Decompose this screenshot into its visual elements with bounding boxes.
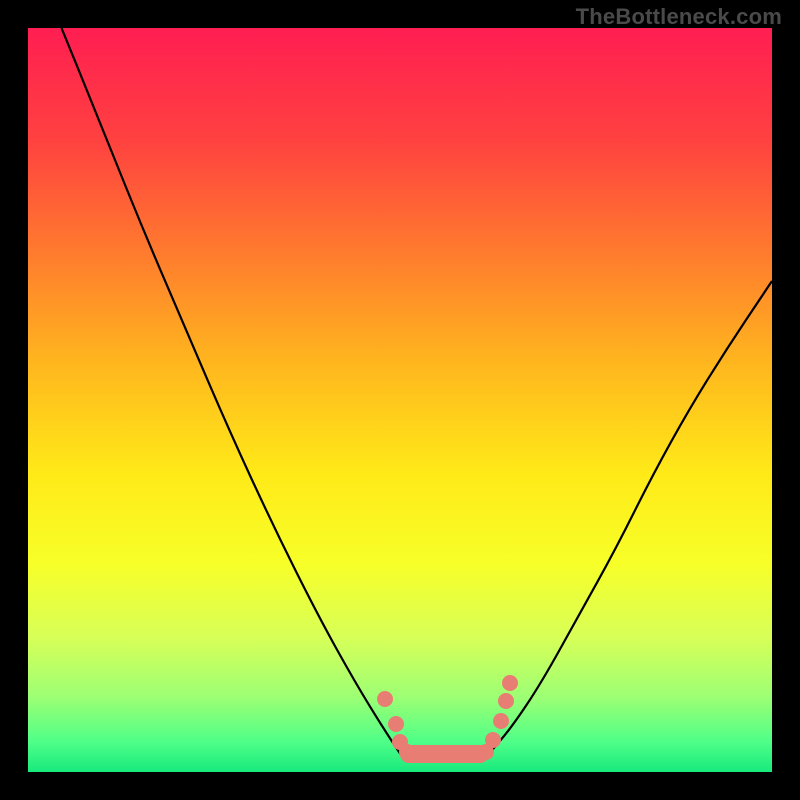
bottleneck-curve bbox=[28, 28, 772, 772]
marker-dot bbox=[485, 732, 501, 748]
credit-watermark: TheBottleneck.com bbox=[576, 4, 782, 30]
marker-dot bbox=[498, 693, 514, 709]
marker-dot bbox=[502, 675, 518, 691]
chart-frame: TheBottleneck.com bbox=[0, 0, 800, 800]
marker-dot bbox=[388, 716, 404, 732]
plot-area bbox=[28, 28, 772, 772]
curve-path bbox=[61, 28, 772, 753]
